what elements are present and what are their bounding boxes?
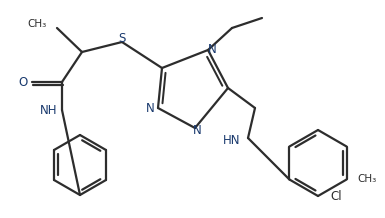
Text: Cl: Cl [330, 191, 342, 203]
Text: CH₃: CH₃ [357, 174, 376, 184]
Text: O: O [18, 75, 28, 89]
Text: HN: HN [223, 133, 241, 146]
Text: CH₃: CH₃ [28, 19, 47, 29]
Text: NH: NH [40, 104, 58, 116]
Text: N: N [146, 102, 154, 114]
Text: S: S [118, 31, 126, 44]
Text: N: N [192, 124, 201, 138]
Text: N: N [208, 43, 216, 56]
